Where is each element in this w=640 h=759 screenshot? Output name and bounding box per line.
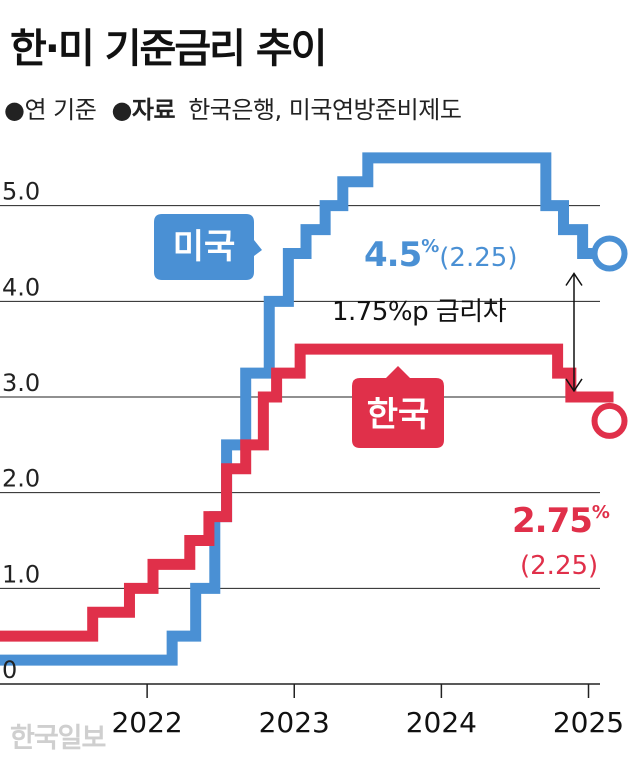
x-tick-label: 2023 bbox=[259, 706, 330, 739]
label-layer: 0 1.0 2.0 3.0 4.0 5.0 2022 2023 2024 2025 bbox=[2, 178, 624, 739]
y-tick-label: 2.0 bbox=[2, 465, 40, 493]
y-tick-label: 5.0 bbox=[2, 178, 40, 206]
chart-title: 한·미 기준금리 추이 bbox=[10, 26, 327, 72]
y-tick-label: 1.0 bbox=[2, 560, 40, 588]
spread-arrow-head-bottom bbox=[565, 378, 583, 393]
korea-end-marker bbox=[591, 402, 628, 439]
korea-end-value: 2.75% bbox=[512, 501, 610, 541]
source-label: ●자료 bbox=[111, 96, 176, 124]
spread-arrow bbox=[565, 272, 583, 393]
y-tick-label: 4.0 bbox=[2, 273, 40, 301]
korea-end-sub: (2.25) bbox=[520, 551, 598, 581]
x-tick-label: 2024 bbox=[406, 706, 477, 739]
us-label-box: 미국 bbox=[154, 214, 262, 280]
spread-arrow-head-top bbox=[565, 272, 583, 286]
watermark: 한국일보 bbox=[10, 723, 106, 754]
us-end-value-unit: % bbox=[421, 236, 439, 257]
x-tick-label: 2022 bbox=[111, 706, 182, 739]
korea-rate-line bbox=[0, 343, 614, 642]
korea-label: 한국 bbox=[367, 395, 430, 435]
spread-annotation: 1.75%p 금리차 bbox=[332, 297, 507, 327]
us-rate-line bbox=[0, 152, 614, 666]
us-end-sub: (2.25) bbox=[439, 243, 517, 273]
korea-label-box: 한국 bbox=[352, 366, 444, 448]
chart-subtitle: ●연 기준 ●자료 한국은행, 미국연방준비제도 bbox=[4, 90, 462, 125]
y-tick-label: 3.0 bbox=[2, 369, 40, 397]
unit-note: ●연 기준 bbox=[4, 96, 97, 124]
korea-end-value-number: 2.75 bbox=[512, 501, 592, 541]
x-tick-label: 2025 bbox=[553, 706, 624, 739]
us-end-marker bbox=[591, 235, 628, 272]
us-end-value: 4.5%(2.25) bbox=[364, 235, 517, 275]
us-end-value-number: 4.5 bbox=[364, 235, 421, 275]
korea-end-value-unit: % bbox=[592, 502, 610, 523]
us-label: 미국 bbox=[173, 227, 236, 267]
grid-layer bbox=[0, 205, 600, 698]
source-text: 한국은행, 미국연방준비제도 bbox=[188, 96, 462, 124]
series-layer bbox=[0, 152, 628, 666]
y-tick-label: 0 bbox=[2, 656, 17, 684]
